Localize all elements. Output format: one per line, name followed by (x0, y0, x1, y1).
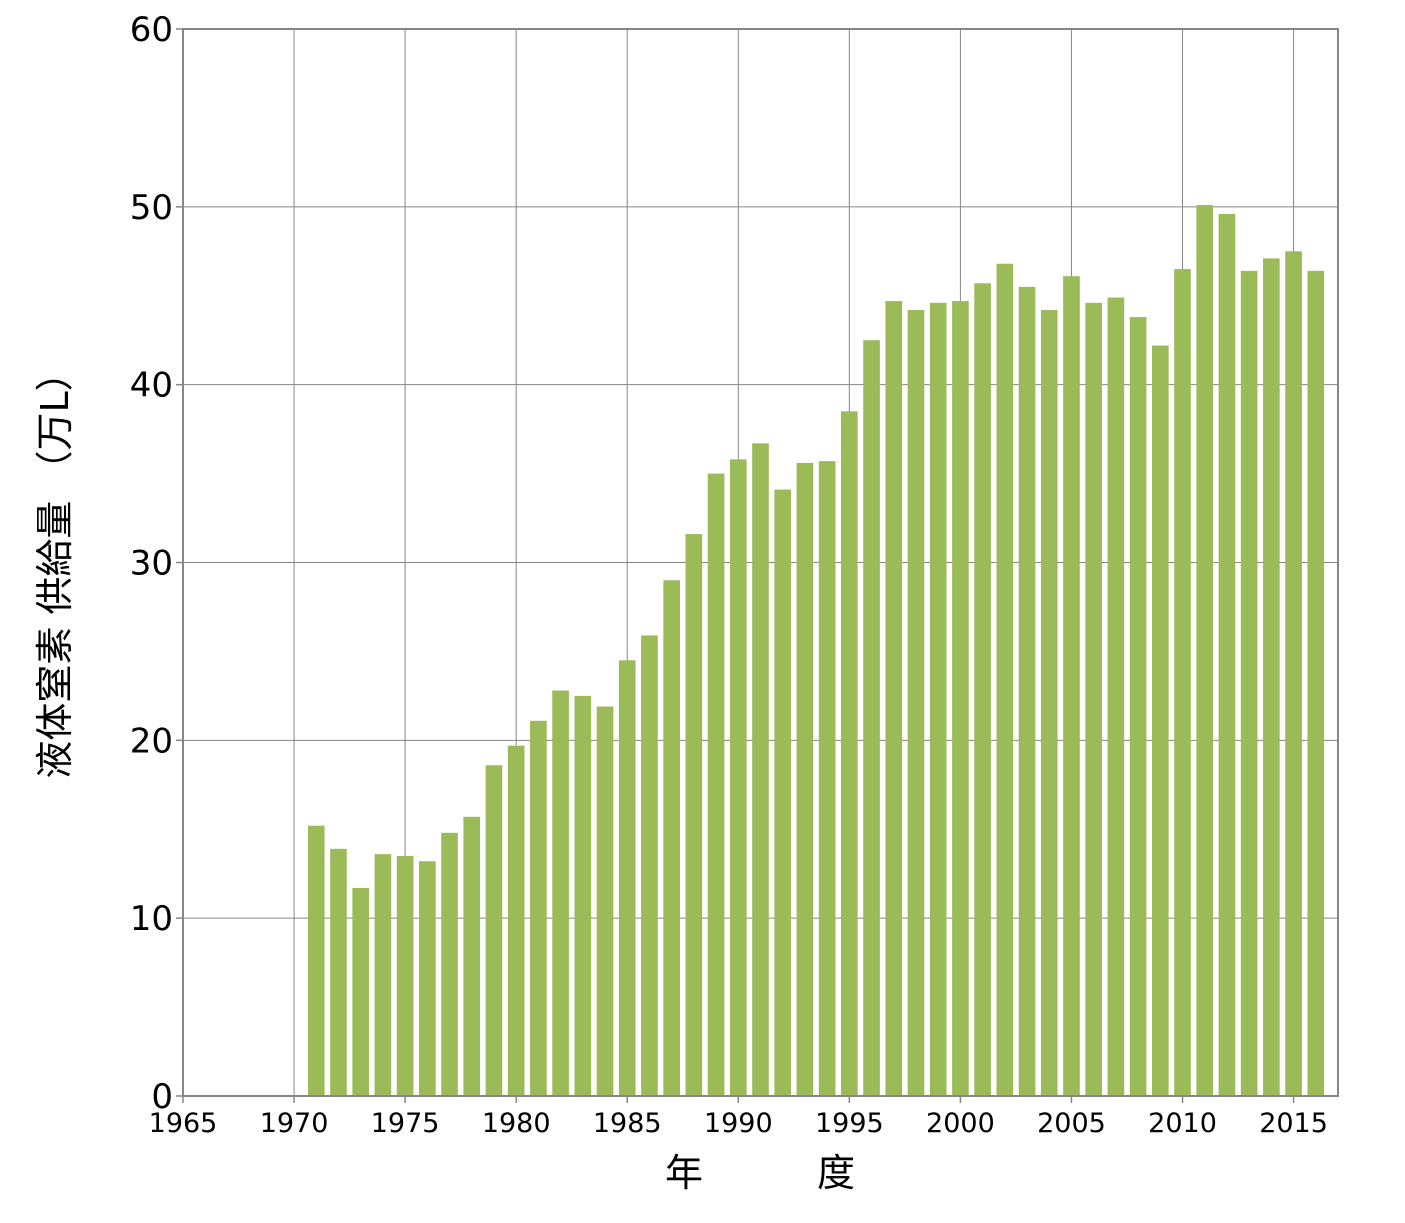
bar (418, 861, 436, 1096)
bar (374, 854, 392, 1096)
bar (530, 720, 547, 1096)
y-tick-label: 30 (130, 544, 173, 584)
bar (907, 309, 925, 1096)
bar (1018, 286, 1036, 1096)
bar (1307, 270, 1325, 1096)
x-tick-label: 1980 (482, 1108, 551, 1139)
bar (729, 459, 747, 1096)
bar (863, 340, 880, 1096)
bar (485, 765, 503, 1096)
bar (707, 473, 725, 1096)
y-tick-label: 10 (130, 899, 173, 939)
x-tick-label: 1970 (260, 1108, 329, 1139)
bar (441, 832, 458, 1096)
bar (1085, 302, 1103, 1096)
x-tick-label: 1965 (149, 1108, 218, 1139)
bar (596, 706, 614, 1096)
bar (1040, 309, 1058, 1096)
bar (841, 411, 858, 1096)
bar (1151, 345, 1169, 1096)
bar (507, 745, 525, 1096)
bar (396, 855, 414, 1096)
bar (574, 695, 592, 1096)
bar (352, 887, 370, 1096)
y-axis-ticks: 0 10 20 30 40 50 60 (130, 10, 183, 1117)
y-tick-label: 40 (130, 366, 173, 406)
bar (663, 580, 680, 1096)
bar (1174, 269, 1191, 1096)
bar (1218, 213, 1236, 1097)
bar (996, 263, 1014, 1096)
bar (818, 461, 836, 1096)
x-tick-label: 1985 (593, 1108, 662, 1139)
bar (1196, 205, 1214, 1096)
bar (952, 301, 969, 1097)
bar (618, 660, 636, 1096)
y-tick-label: 50 (130, 188, 173, 228)
bar (752, 443, 769, 1096)
bar (974, 283, 991, 1097)
bar (1129, 317, 1147, 1097)
bar (463, 816, 481, 1096)
x-tick-label: 2005 (1037, 1108, 1106, 1139)
bar (1063, 276, 1080, 1096)
x-tick-label: 1990 (704, 1108, 773, 1139)
y-tick-label: 20 (130, 721, 173, 761)
y-tick-label: 0 (151, 1077, 173, 1117)
bar (885, 301, 903, 1097)
bar (685, 534, 703, 1096)
bar (1107, 297, 1125, 1096)
bar (1240, 270, 1258, 1096)
bar (1263, 258, 1280, 1096)
x-tick-label: 1975 (371, 1108, 440, 1139)
bars (307, 205, 1325, 1097)
bar (641, 635, 658, 1096)
x-tick-label: 1995 (815, 1108, 884, 1139)
y-tick-label: 60 (130, 10, 173, 50)
bar (796, 462, 814, 1096)
x-tick-label: 2000 (926, 1108, 995, 1139)
bar (929, 302, 947, 1096)
bar (774, 489, 792, 1096)
x-axis-ticks: 1965 1970 1975 1980 1985 1990 1995 2000 2005 2010… (149, 1096, 1328, 1139)
bar (552, 690, 569, 1096)
x-tick-label: 2015 (1259, 1108, 1328, 1139)
bar (330, 848, 347, 1096)
x-tick-label: 2010 (1148, 1108, 1217, 1139)
bar (307, 825, 325, 1096)
y-axis-title: 液体窒素 供給量 （万L） (33, 353, 77, 778)
bar (1285, 251, 1302, 1096)
x-axis-title: 年 度 (665, 1151, 855, 1195)
